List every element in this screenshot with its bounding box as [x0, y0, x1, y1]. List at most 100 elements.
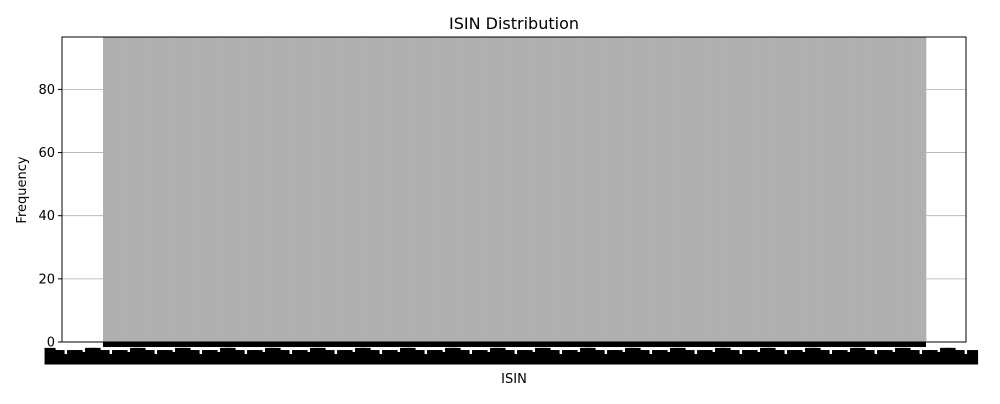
- x-tick-label: ▅: [692, 349, 704, 365]
- bar: [445, 37, 454, 342]
- x-tick-label: ▇: [408, 349, 420, 365]
- x-tick-label: ▆: [705, 349, 717, 365]
- x-tick-label: ▆: [525, 349, 537, 365]
- bar: [384, 37, 392, 342]
- y-axis-label: Frequency: [15, 156, 30, 223]
- x-tick-label: █: [174, 347, 186, 365]
- bar: [130, 37, 138, 342]
- x-tick-label: █: [849, 347, 861, 365]
- x-tick-label: ▇: [111, 349, 123, 365]
- x-tick-label: █: [89, 347, 101, 365]
- x-tick-label: ▅: [372, 349, 384, 365]
- x-tick-label: ▇: [503, 349, 515, 365]
- x-tick-label: █: [579, 347, 591, 365]
- x-tick-label: ▇: [723, 349, 735, 365]
- x-tick-label: ▆: [800, 349, 812, 365]
- x-tick-label: ▇: [341, 349, 353, 365]
- bar: [288, 37, 296, 342]
- bar: [905, 37, 913, 342]
- x-tick-label: ▅: [557, 349, 569, 365]
- y-tick-label: 0: [47, 336, 55, 351]
- x-tick-label: █: [764, 347, 776, 365]
- x-tick-label: ▇: [926, 349, 938, 365]
- x-tick-label: ▅: [327, 349, 339, 365]
- x-tick-label: ▆: [440, 349, 452, 365]
- bar: [432, 37, 440, 342]
- x-tick-label: ▆: [435, 349, 447, 365]
- bar: [301, 37, 310, 342]
- x-tick-label: ▇: [831, 349, 843, 365]
- bar: [322, 37, 330, 342]
- bar: [103, 37, 111, 342]
- bar: [864, 37, 872, 342]
- bar: [788, 37, 796, 342]
- x-tick-label: ▇: [201, 349, 213, 365]
- bar: [816, 37, 824, 342]
- bar: [157, 37, 166, 342]
- x-tick-label: █: [674, 347, 686, 365]
- bar: [795, 37, 803, 342]
- x-tick-label: ▇: [638, 349, 650, 365]
- x-tick-label: █: [489, 347, 501, 365]
- bar: [212, 37, 220, 342]
- x-tick-label: ▇: [278, 349, 290, 365]
- x-tick-label: ▆: [845, 349, 857, 365]
- bar: [912, 37, 920, 342]
- x-tick-label: █: [494, 347, 506, 365]
- x-tick-label: ▇: [566, 349, 578, 365]
- x-tick-label: ▇: [836, 349, 848, 365]
- x-tick-label: ▇: [233, 349, 245, 365]
- x-tick-label: ▇: [116, 349, 128, 365]
- x-tick-label: ▆: [890, 349, 902, 365]
- x-tick-label: ▇: [543, 349, 555, 365]
- x-tick-label: ▇: [746, 349, 758, 365]
- x-tick-label: █: [134, 347, 146, 365]
- bar: [397, 37, 406, 342]
- bar: [569, 37, 577, 342]
- bar: [775, 37, 783, 342]
- x-tick-label: ▅: [282, 349, 294, 365]
- x-tick-label: ▇: [453, 349, 465, 365]
- bar: [295, 37, 303, 342]
- bar: [109, 37, 118, 342]
- x-tick-label: ▇: [728, 349, 740, 365]
- x-tick-label: ▇: [611, 349, 623, 365]
- x-tick-label: █: [444, 347, 456, 365]
- x-tick-label: ▇: [93, 349, 105, 365]
- x-tick-label: ▆: [615, 349, 627, 365]
- x-tick-label: █: [584, 347, 596, 365]
- x-tick-label: ▇: [426, 349, 438, 365]
- x-tick-label: █: [534, 347, 546, 365]
- x-tick-label: ▆: [570, 349, 582, 365]
- x-tick-label: ▆: [165, 349, 177, 365]
- bar: [205, 37, 214, 342]
- bar: [891, 37, 899, 342]
- x-tick-label: ▇: [813, 349, 825, 365]
- bar: [836, 37, 844, 342]
- bar: [610, 37, 618, 342]
- x-tick-label: ▅: [242, 349, 254, 365]
- bar: [391, 37, 399, 342]
- bar: [541, 37, 550, 342]
- bar: [884, 37, 893, 342]
- bar: [240, 37, 248, 342]
- x-tick-label: ▇: [246, 349, 258, 365]
- x-tick-label: ▆: [750, 349, 762, 365]
- x-tick-label: █: [264, 347, 276, 365]
- bar: [651, 37, 659, 342]
- x-tick-label: █: [624, 347, 636, 365]
- x-tick-label: ▆: [885, 349, 897, 365]
- x-tick-label: ▅: [597, 349, 609, 365]
- x-tick-label: ▇: [881, 349, 893, 365]
- bar: [692, 37, 700, 342]
- x-tick-label: ▆: [620, 349, 632, 365]
- x-tick-label: ▆: [665, 349, 677, 365]
- x-tick-label: ▇: [291, 349, 303, 365]
- x-tick-label: ▅: [512, 349, 524, 365]
- bar: [740, 37, 748, 342]
- bar: [274, 37, 282, 342]
- x-tick-label: ▇: [143, 349, 155, 365]
- bar: [603, 37, 611, 342]
- x-tick-label: ▅: [57, 349, 69, 365]
- bar: [665, 37, 673, 342]
